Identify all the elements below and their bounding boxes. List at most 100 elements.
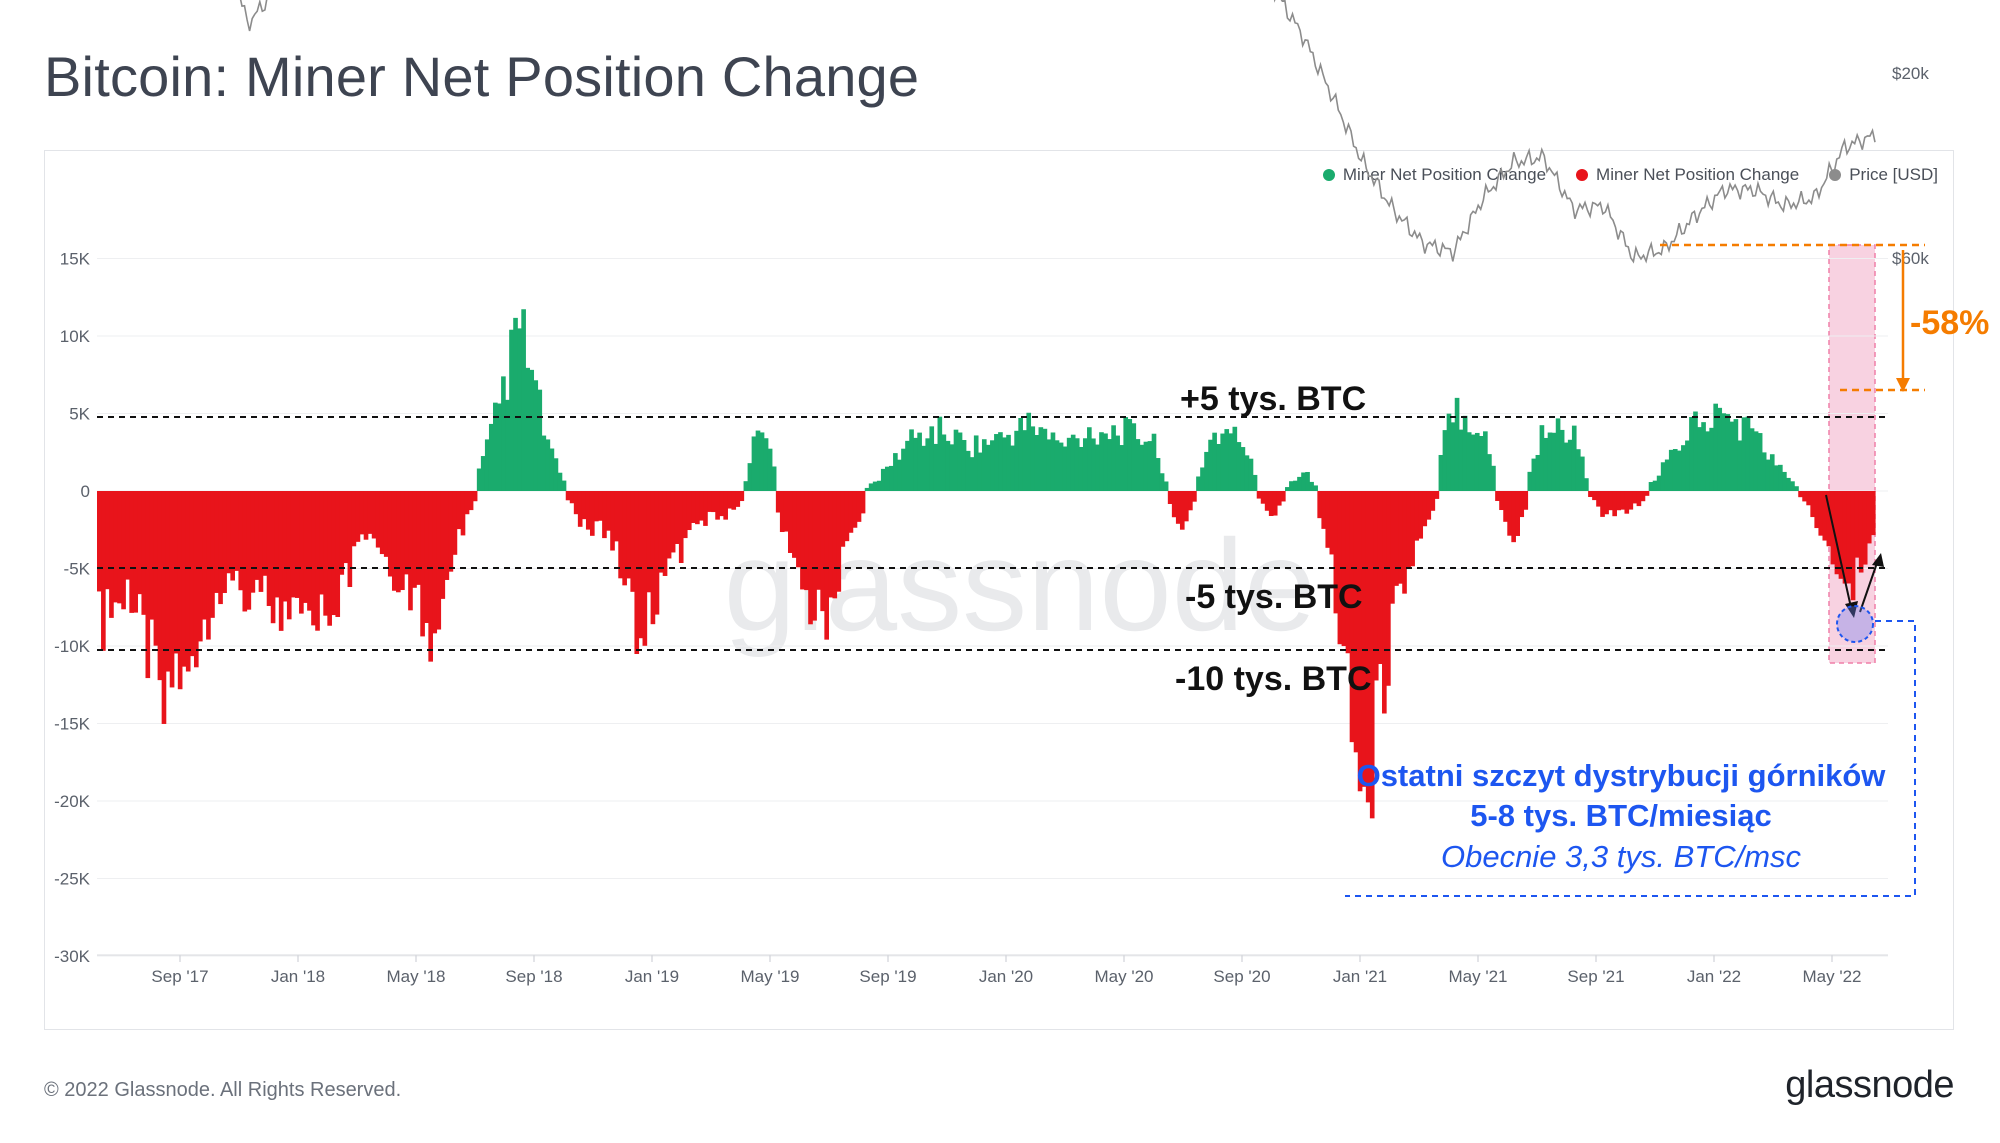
net-position-bar	[517, 328, 522, 491]
net-position-bar	[1668, 449, 1674, 491]
net-position-bar	[206, 491, 211, 640]
net-position-bar	[1050, 432, 1056, 491]
net-position-bar	[1862, 491, 1868, 565]
net-position-bar	[1616, 491, 1622, 511]
net-position-bar	[1402, 491, 1407, 594]
net-position-bar	[783, 491, 789, 532]
net-position-bar	[921, 445, 926, 491]
net-position-bar	[561, 480, 567, 491]
annotation-box-line1: Ostatni szczyt dystrybucji górników	[1357, 758, 1887, 793]
net-position-bar	[1624, 491, 1630, 514]
brand-logo[interactable]: glassnode	[1785, 1064, 1954, 1106]
net-position-bar	[181, 491, 187, 667]
net-position-bar	[1285, 487, 1290, 491]
net-position-bar	[1543, 437, 1549, 491]
net-position-bar	[1790, 481, 1795, 491]
annotation-box-line3: Obecnie 3,3 tys. BTC/msc	[1441, 839, 1802, 874]
net-position-bar	[460, 491, 466, 536]
arrow-up-line	[1859, 559, 1879, 613]
net-position-bar	[193, 491, 199, 668]
net-position-bar	[238, 491, 244, 591]
net-position-bar	[1309, 481, 1314, 491]
net-position-bar	[727, 491, 733, 509]
net-position-bar	[295, 491, 300, 598]
net-position-bar	[1111, 425, 1116, 491]
net-position-bar	[1733, 419, 1739, 491]
net-position-bar	[315, 491, 320, 631]
recent-highlight-region	[1828, 244, 1876, 664]
net-position-bar	[953, 429, 959, 491]
net-position-bar	[1822, 491, 1828, 541]
x-tick-label: Sep '17	[151, 967, 208, 986]
net-position-bar	[856, 491, 862, 522]
left-tick-label: -30K	[54, 947, 91, 966]
net-position-bar	[1127, 419, 1133, 491]
net-position-bar	[824, 491, 829, 640]
left-tick-label: 10K	[60, 327, 91, 346]
net-position-bar	[577, 491, 583, 527]
legend-item-positive[interactable]: Miner Net Position Change	[1322, 165, 1547, 185]
legend-label-positive: Miner Net Position Change	[1342, 165, 1547, 184]
legend-label-price: Price [USD]	[1849, 165, 1938, 184]
net-position-bar	[1167, 491, 1173, 505]
net-position-bar	[618, 491, 623, 579]
net-position-bar	[565, 491, 571, 501]
net-position-bar	[1567, 439, 1573, 491]
net-position-bar	[343, 491, 349, 564]
net-position-bar	[234, 491, 240, 571]
net-position-bar	[1608, 491, 1613, 511]
net-position-bar	[270, 491, 276, 624]
legend-item-negative[interactable]: Miner Net Position Change	[1576, 165, 1799, 185]
net-position-bar	[161, 491, 167, 724]
x-tick-label: Sep '19	[859, 967, 916, 986]
net-position-bar	[1713, 403, 1718, 491]
arrow-up-head	[1872, 553, 1884, 567]
net-position-bar	[1115, 435, 1120, 491]
net-position-bar	[1450, 422, 1456, 491]
net-position-bar	[303, 491, 308, 603]
net-position-bar	[1357, 491, 1363, 792]
net-position-bar	[480, 456, 486, 491]
annotation-box-line2: 5-8 tys. BTC/miesiąc	[1470, 798, 1772, 833]
net-position-bar	[1276, 491, 1282, 506]
x-tick-label: May '21	[1449, 967, 1508, 986]
legend-item-price[interactable]: Price [USD]	[1829, 165, 1938, 185]
net-position-bar	[1353, 491, 1359, 753]
net-position-bar	[715, 491, 720, 520]
net-position-bar	[525, 367, 530, 491]
legend-dot-price	[1829, 169, 1842, 181]
left-tick-label: -5K	[64, 560, 91, 579]
net-position-bar	[642, 491, 648, 646]
net-position-bar	[1244, 455, 1250, 491]
legend-dot-positive	[1322, 169, 1335, 181]
net-position-bar	[1818, 491, 1824, 536]
annotation-minus10: -10 tys. BTC	[1175, 660, 1372, 698]
net-position-bar	[1325, 491, 1331, 548]
net-position-bar	[832, 491, 838, 599]
net-position-bar	[1826, 491, 1832, 547]
net-position-bar	[1272, 491, 1278, 516]
net-position-bar	[129, 491, 134, 613]
net-position-bar	[1660, 462, 1666, 491]
net-position-bar	[1870, 491, 1876, 536]
net-position-bar	[812, 491, 817, 621]
net-position-bar	[1483, 431, 1488, 491]
net-position-bar	[1806, 491, 1811, 506]
net-position-bar	[117, 491, 122, 604]
net-position-bar	[1171, 491, 1177, 518]
left-tick-label: 5K	[69, 405, 90, 424]
net-position-bar	[1681, 445, 1686, 491]
net-position-bar	[884, 466, 890, 491]
net-position-bar	[448, 491, 454, 572]
net-position-bar	[937, 416, 943, 491]
net-position-bar	[1644, 491, 1650, 496]
net-position-bar	[335, 491, 341, 617]
net-position-bar	[169, 491, 175, 688]
net-position-bar	[820, 491, 825, 612]
net-position-bar	[1575, 449, 1581, 491]
net-position-bar	[125, 491, 130, 580]
net-position-bar	[1046, 439, 1052, 491]
net-position-bar	[622, 491, 627, 586]
net-position-bar	[278, 491, 284, 631]
net-position-bar	[497, 403, 502, 491]
